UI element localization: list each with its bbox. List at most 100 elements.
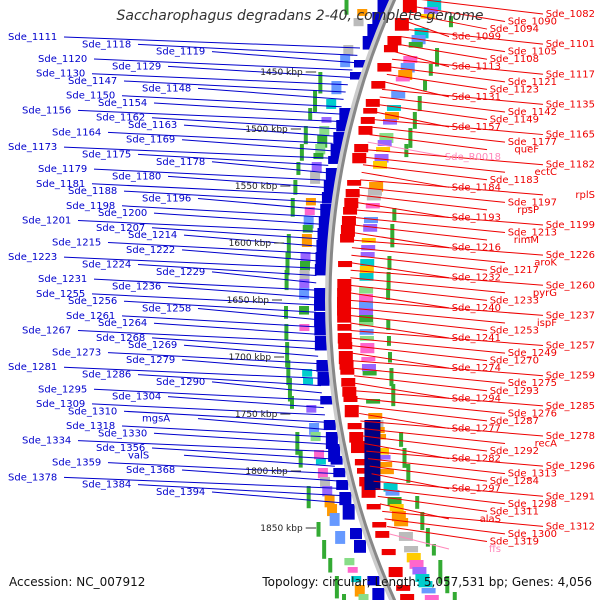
gene-label: Sde_1287 (490, 416, 539, 427)
cog-category-block (314, 450, 325, 460)
cog-category-block (362, 371, 377, 376)
gc-skew-tick (435, 48, 440, 67)
leader-line (386, 73, 488, 90)
cog-category-block (303, 378, 314, 385)
leader-line (181, 249, 318, 262)
leader-line (91, 293, 317, 306)
gene-label: Sde_1279 (126, 355, 175, 366)
gc-skew-tick (386, 320, 391, 331)
leader-line (361, 428, 506, 445)
leader-line (359, 412, 450, 429)
forward-cds-block (361, 486, 376, 498)
leader-line (353, 367, 506, 384)
cog-category-block (359, 301, 374, 311)
leader-line (366, 450, 544, 467)
gene-label: Sde_1196 (142, 193, 191, 204)
leader-line (183, 454, 335, 467)
gene-label: Sde_1255 (36, 289, 85, 300)
forward-cds-block (354, 459, 369, 466)
forward-cds-block (339, 360, 354, 370)
reverse-cds-block (316, 360, 329, 372)
gc-skew-tick (388, 352, 393, 363)
cog-category-block (412, 567, 427, 575)
gene-label: Sde_1121 (508, 77, 557, 88)
leader-line (93, 388, 323, 401)
leader-line (377, 103, 488, 120)
gc-skew-tick (452, 592, 457, 600)
gene-label: Sde_1165 (546, 130, 595, 141)
cog-category-block (374, 154, 389, 163)
forward-cds-block (351, 441, 366, 454)
cog-category-block (320, 477, 331, 488)
cog-category-block (317, 135, 328, 148)
cog-category-block (310, 171, 321, 184)
reverse-cds-block (314, 336, 327, 351)
gc-skew-tick (431, 544, 436, 556)
gene-label: Sde_1179 (38, 164, 87, 175)
gc-skew-tick (420, 512, 425, 531)
cog-category-block (322, 486, 333, 497)
gene-label: Sde_1240 (452, 303, 501, 314)
gc-skew-tick (392, 208, 397, 221)
gene-label: Sde_1232 (452, 273, 501, 284)
leader-line (352, 239, 544, 256)
leader-line (369, 134, 488, 151)
gene-label: Sde_1304 (112, 392, 161, 403)
cog-category-block (359, 287, 374, 294)
gene-label: Sde_1135 (546, 99, 595, 110)
leader-line (63, 146, 330, 159)
leader-line (91, 183, 324, 196)
cog-category-block (377, 140, 392, 146)
forward-cds-block (375, 531, 390, 538)
gc-skew-tick (445, 576, 450, 594)
leader-line (350, 284, 488, 301)
leader-line (151, 227, 319, 240)
leader-line (107, 352, 319, 365)
ruler-tick-label: 1800 kbp (245, 467, 288, 477)
leader-line (93, 278, 317, 291)
cog-category-block (300, 252, 311, 263)
forward-cds-block (372, 522, 387, 528)
gc-skew-tick (293, 180, 298, 195)
reverse-cds-block (317, 228, 330, 244)
gene-label: Sde_1274 (452, 363, 501, 374)
leader-line (121, 425, 329, 438)
cog-category-block (304, 207, 315, 216)
leader-line (421, 0, 544, 15)
leader-line (91, 403, 325, 416)
gc-skew-tick (296, 162, 301, 175)
gene-label: Sde_1313 (508, 469, 557, 480)
cog-category-block (421, 588, 436, 594)
leader-line (349, 292, 450, 309)
gene-label: alaS (480, 514, 501, 525)
forward-cds-block (337, 297, 352, 309)
reverse-cds-block (372, 588, 385, 600)
leader-line (137, 43, 358, 56)
leader-line (353, 375, 488, 392)
leader-line (153, 212, 320, 225)
leader-line (93, 58, 353, 71)
reverse-cds-block (320, 396, 333, 405)
gene-label: Sde_1216 (452, 243, 501, 254)
leader-line (137, 153, 329, 166)
gene-label: aroK (534, 258, 557, 269)
leader-line (121, 315, 317, 328)
forward-cds-block (360, 117, 375, 124)
cog-category-block (299, 306, 310, 315)
ruler-tick-label: 1500 kbp (245, 125, 288, 135)
cog-category-block (395, 77, 410, 82)
gene-label: Sde_1215 (52, 237, 101, 248)
cog-category-block (406, 553, 421, 563)
cog-category-block (302, 369, 313, 377)
leader-line (151, 117, 337, 130)
ruler-tick-label: 1700 kbp (229, 353, 272, 363)
forward-cds-block (383, 45, 398, 53)
gc-skew-tick (399, 432, 404, 447)
gene-label: Sde_1233 (490, 295, 539, 306)
cog-category-block (379, 133, 394, 143)
forward-cds-block (340, 234, 355, 243)
gc-skew-tick (402, 448, 407, 468)
cog-category-block (347, 567, 358, 573)
forward-cds-block (400, 594, 415, 600)
leader-line (123, 300, 317, 313)
